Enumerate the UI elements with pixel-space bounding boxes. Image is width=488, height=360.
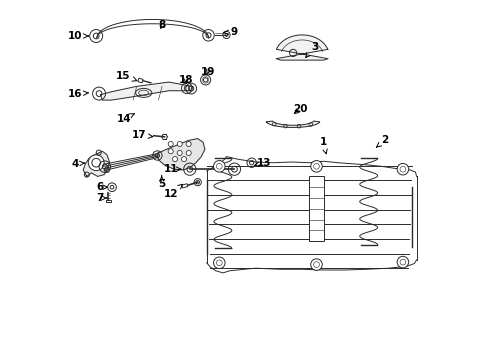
Circle shape bbox=[399, 166, 405, 172]
Polygon shape bbox=[101, 82, 192, 100]
Bar bbox=[182, 184, 187, 188]
Text: 20: 20 bbox=[292, 104, 307, 114]
Text: 14: 14 bbox=[116, 114, 134, 124]
Text: 17: 17 bbox=[132, 130, 152, 140]
Text: 7: 7 bbox=[96, 193, 106, 203]
Text: 15: 15 bbox=[116, 71, 137, 81]
Text: 4: 4 bbox=[71, 159, 84, 169]
Circle shape bbox=[92, 158, 101, 167]
Circle shape bbox=[172, 157, 177, 162]
Text: 8: 8 bbox=[159, 20, 166, 30]
Text: 6: 6 bbox=[96, 182, 107, 192]
Text: 18: 18 bbox=[179, 75, 193, 85]
Text: 19: 19 bbox=[200, 67, 215, 77]
Circle shape bbox=[399, 259, 405, 265]
Text: 1: 1 bbox=[319, 137, 326, 154]
Circle shape bbox=[213, 257, 224, 269]
Circle shape bbox=[177, 141, 182, 147]
Circle shape bbox=[186, 141, 191, 147]
Circle shape bbox=[168, 149, 173, 154]
Circle shape bbox=[216, 260, 222, 266]
Text: 11: 11 bbox=[163, 164, 181, 174]
Circle shape bbox=[310, 161, 322, 172]
Text: 10: 10 bbox=[68, 31, 88, 41]
Text: 3: 3 bbox=[305, 42, 318, 58]
Circle shape bbox=[313, 262, 319, 267]
Bar bbox=[106, 200, 110, 202]
Text: 9: 9 bbox=[224, 27, 237, 37]
Polygon shape bbox=[157, 139, 204, 170]
Circle shape bbox=[88, 155, 104, 171]
Bar bbox=[309, 176, 323, 241]
Polygon shape bbox=[276, 35, 327, 60]
Bar bbox=[138, 78, 143, 83]
Circle shape bbox=[181, 157, 186, 162]
Text: 13: 13 bbox=[254, 158, 271, 168]
Text: 5: 5 bbox=[158, 176, 165, 189]
Text: 16: 16 bbox=[68, 89, 88, 99]
Polygon shape bbox=[266, 121, 319, 127]
Circle shape bbox=[177, 150, 182, 156]
Circle shape bbox=[310, 259, 322, 270]
Circle shape bbox=[396, 163, 408, 175]
Circle shape bbox=[216, 163, 222, 169]
Text: 2: 2 bbox=[375, 135, 388, 147]
Polygon shape bbox=[83, 151, 109, 176]
Circle shape bbox=[168, 141, 173, 147]
Text: 12: 12 bbox=[163, 184, 182, 199]
Circle shape bbox=[396, 256, 408, 268]
Circle shape bbox=[213, 161, 224, 172]
Circle shape bbox=[186, 150, 191, 156]
Circle shape bbox=[313, 163, 319, 169]
